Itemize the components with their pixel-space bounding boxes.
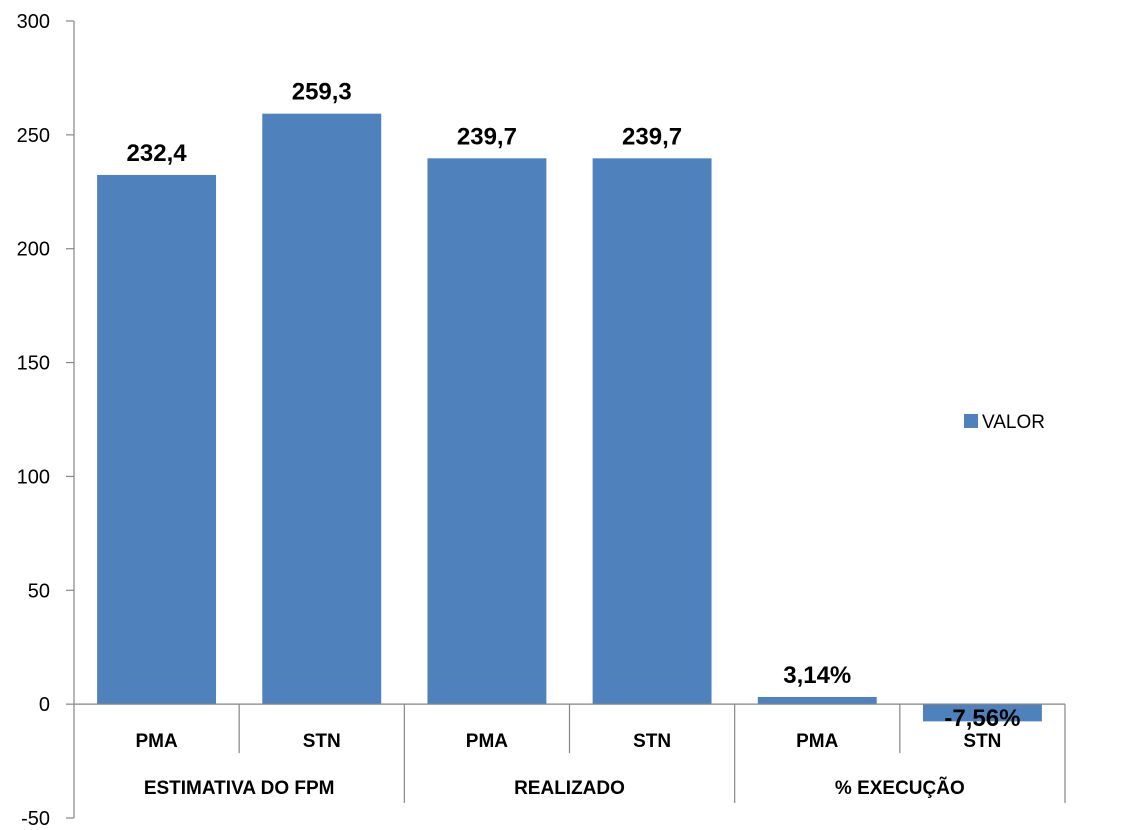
legend: VALOR	[964, 412, 1045, 433]
y-axis: -50 0 50 100 150 200 250 300	[17, 11, 75, 830]
y-tick-label: -50	[21, 808, 50, 830]
bar	[97, 174, 217, 705]
legend-label: VALOR	[982, 412, 1045, 433]
data-label: -7,56%	[944, 705, 1020, 732]
x-group-label: ESTIMATIVA DO FPM	[144, 778, 335, 799]
data-label: 259,3	[292, 79, 352, 106]
x-group-label: REALIZADO	[514, 778, 625, 799]
x-category-label: STN	[303, 731, 341, 752]
x-group-label: % EXECUÇÃO	[835, 777, 965, 799]
y-tick-label: 250	[17, 125, 50, 147]
y-tick-label: 50	[28, 580, 50, 602]
x-axis: PMA STN PMA STN PMA STN ESTIMATIVA DO FPM REALI…	[74, 703, 1066, 803]
x-category-label: STN	[633, 731, 671, 752]
y-tick-label: 300	[17, 11, 50, 33]
data-label: 239,7	[457, 123, 517, 150]
data-labels: 232,4 259,3 239,7 239,7 3,14% -7,56%	[127, 79, 1021, 732]
data-label: 232,4	[127, 140, 188, 167]
y-tick-label: 0	[39, 694, 50, 716]
bar	[262, 113, 382, 705]
bar-series	[97, 113, 1042, 722]
y-tick-label: 150	[17, 353, 50, 375]
x-category-label: STN	[963, 731, 1001, 752]
x-category-label: PMA	[135, 731, 178, 752]
data-label: 239,7	[622, 123, 682, 150]
y-tick-label: 100	[17, 466, 50, 488]
bar	[427, 158, 547, 705]
data-label: 3,14%	[783, 662, 851, 689]
bar	[592, 158, 712, 705]
x-category-label: PMA	[796, 731, 839, 752]
legend-swatch	[964, 414, 978, 428]
bar	[922, 704, 1042, 722]
y-tick-label: 200	[17, 239, 50, 261]
x-category-label: PMA	[466, 731, 509, 752]
bar	[757, 696, 877, 705]
